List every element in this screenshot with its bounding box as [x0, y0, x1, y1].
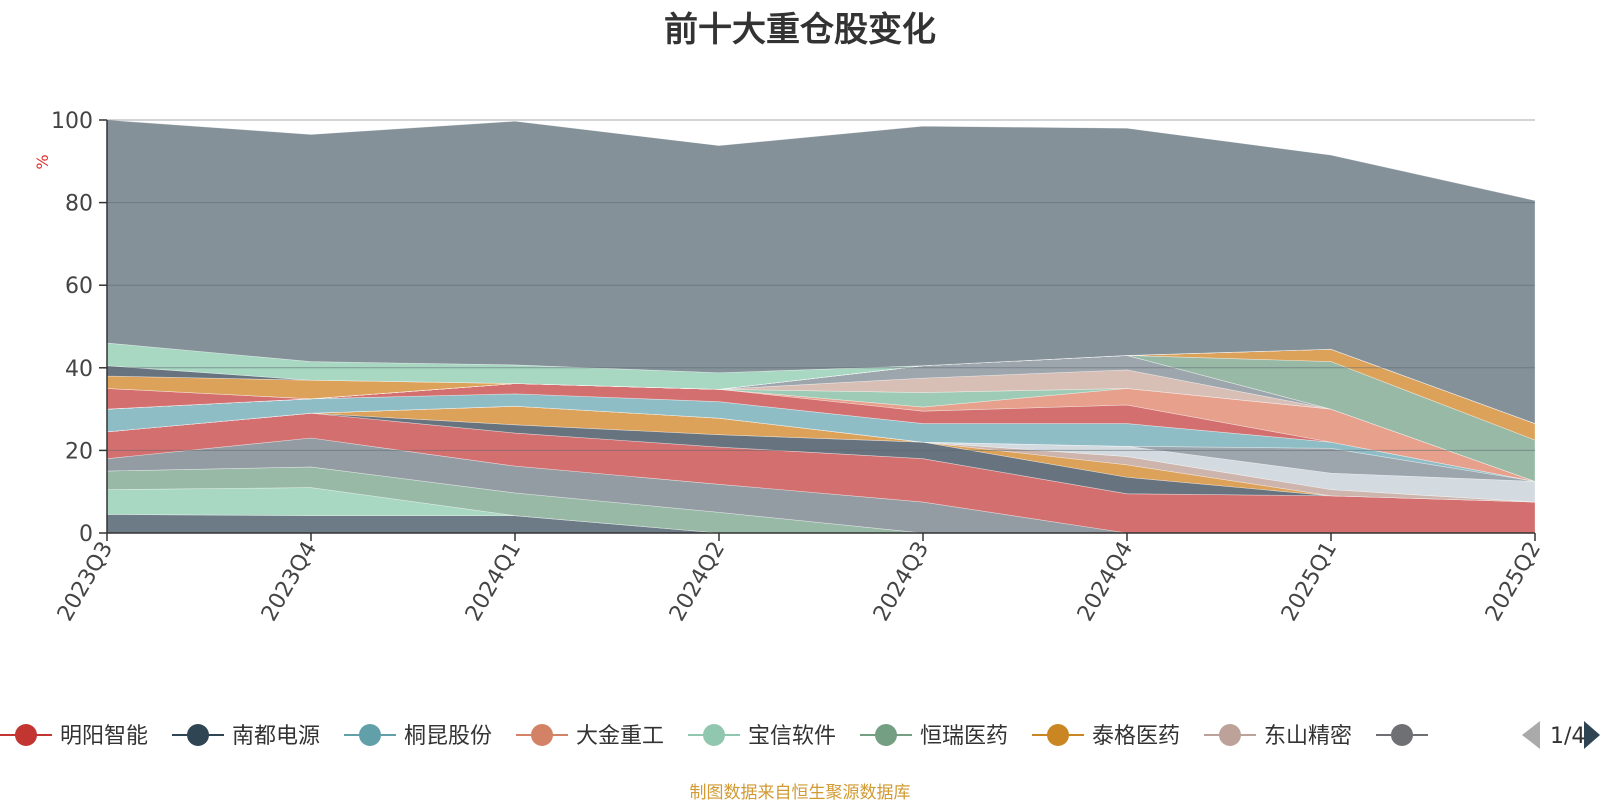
legend-marker — [703, 724, 725, 746]
x-tick-label: 2023Q3 — [53, 538, 118, 626]
y-tick-label: 0 — [79, 522, 93, 547]
stacked-areas — [106, 119, 1536, 534]
chart-title: 前十大重仓股变化 — [664, 10, 936, 50]
legend-item[interactable]: 南都电源 — [172, 724, 320, 749]
legend-marker — [187, 724, 209, 746]
legend-item[interactable]: 明阳智能 — [0, 724, 148, 749]
legend[interactable]: 明阳智能 南都电源 桐昆股份 大金重工 宝信软件 恒瑞医药 泰格医药 东山精密 1/4 — [0, 721, 1600, 749]
legend-item[interactable]: 大金重工 — [516, 724, 664, 749]
legend-pager[interactable]: 1/4 — [1522, 721, 1600, 749]
legend-label: 恒瑞医药 — [920, 724, 1008, 749]
area-series-24 — [106, 119, 1536, 424]
x-tick-label: 2024Q3 — [869, 538, 934, 626]
legend-label: 南都电源 — [232, 724, 320, 749]
legend-marker — [15, 724, 37, 746]
legend-item[interactable] — [1376, 724, 1428, 746]
legend-marker — [1219, 724, 1241, 746]
x-tick-label: 2023Q4 — [257, 538, 322, 626]
legend-item[interactable]: 宝信软件 — [688, 724, 836, 749]
legend-item[interactable]: 桐昆股份 — [344, 724, 492, 749]
x-tick-label: 2025Q1 — [1277, 538, 1342, 626]
legend-page-indicator: 1/4 — [1550, 724, 1585, 749]
x-tick-label: 2024Q4 — [1073, 538, 1138, 626]
y-tick-label: 40 — [65, 357, 93, 382]
source-note: 制图数据来自恒生聚源数据库 — [689, 783, 911, 803]
legend-label: 明阳智能 — [60, 724, 148, 749]
legend-marker — [531, 724, 553, 746]
legend-label: 大金重工 — [576, 724, 664, 749]
legend-prev-page-icon[interactable] — [1522, 721, 1540, 749]
y-tick-label: 80 — [65, 192, 93, 217]
legend-marker — [359, 724, 381, 746]
legend-label: 宝信软件 — [748, 724, 836, 749]
y-axis-unit-label: % — [33, 154, 52, 169]
legend-next-page-icon[interactable] — [1584, 721, 1600, 749]
x-tick-label: 2025Q2 — [1481, 538, 1546, 626]
x-tick-label: 2024Q2 — [665, 538, 730, 626]
y-tick-label: 20 — [65, 439, 93, 464]
legend-label: 桐昆股份 — [404, 724, 492, 749]
legend-item[interactable]: 东山精密 — [1204, 724, 1352, 749]
legend-marker — [875, 724, 897, 746]
y-tick-label: 60 — [65, 274, 93, 299]
legend-item[interactable]: 泰格医药 — [1032, 724, 1180, 749]
legend-label: 东山精密 — [1264, 724, 1352, 749]
legend-item[interactable]: 恒瑞医药 — [860, 724, 1008, 749]
legend-marker — [1047, 724, 1069, 746]
legend-label: 泰格医药 — [1092, 724, 1180, 749]
legend-marker — [1391, 724, 1413, 746]
x-tick-label: 2024Q1 — [461, 538, 526, 626]
y-tick-label: 100 — [51, 109, 93, 134]
